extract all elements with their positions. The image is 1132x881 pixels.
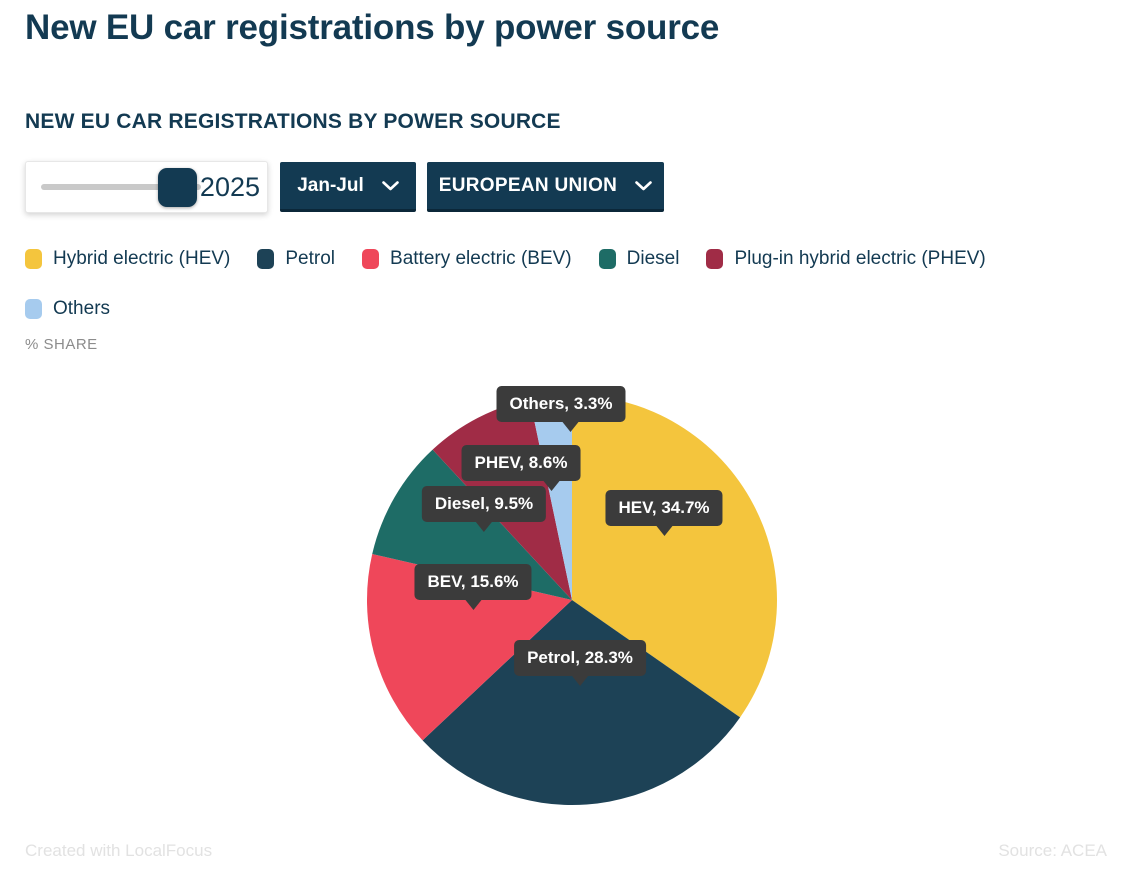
legend-swatch	[257, 249, 275, 269]
legend-swatch	[362, 249, 380, 269]
pie-label-bev: BEV, 15.6%	[414, 564, 532, 600]
legend-item-diesel: Diesel	[598, 248, 680, 270]
legend-item-petrol: Petrol	[257, 248, 335, 270]
legend-label: Others	[53, 298, 111, 319]
credit-text: Created with LocalFocus	[25, 841, 213, 860]
legend-item-phev: Plug-in hybrid electric (PHEV)	[706, 248, 986, 270]
year-slider[interactable]: 2025	[25, 161, 268, 213]
chevron-down-icon	[635, 180, 652, 190]
region-dropdown-label: EUROPEAN UNION	[438, 174, 618, 196]
year-slider-value: 2025	[199, 172, 260, 202]
legend-swatch	[25, 249, 42, 269]
pie-slice-petrol[interactable]	[422, 600, 741, 806]
period-dropdown[interactable]: Jan-Jul	[280, 162, 416, 212]
year-slider-track[interactable]	[41, 184, 201, 190]
period-dropdown-label: Jan-Jul	[297, 174, 364, 196]
legend-label: Plug-in hybrid electric (PHEV)	[734, 248, 986, 269]
unit-label: % SHARE	[25, 336, 98, 353]
pie-label-hev: HEV, 34.7%	[605, 490, 723, 526]
chevron-down-icon	[381, 180, 399, 190]
legend-label: Diesel	[626, 248, 680, 269]
legend-swatch	[706, 249, 724, 269]
legend-item-bev: Battery electric (BEV)	[362, 248, 572, 270]
legend-label: Battery electric (BEV)	[390, 248, 572, 269]
chart-title: NEW EU CAR REGISTRATIONS BY POWER SOURCE	[25, 110, 561, 133]
pie-label-diesel: Diesel, 9.5%	[421, 486, 547, 522]
legend-swatch	[598, 249, 616, 269]
legend: Hybrid electric (HEV) Petrol Battery elect…	[25, 248, 1110, 320]
legend-item-others: Others	[25, 298, 110, 320]
region-dropdown[interactable]: EUROPEAN UNION	[427, 162, 664, 212]
pie-label-petrol: Petrol, 28.3%	[514, 640, 646, 676]
legend-item-hev: Hybrid electric (HEV)	[25, 248, 230, 270]
source-text: Source: ACEA	[998, 841, 1107, 860]
year-slider-thumb[interactable]	[158, 168, 197, 207]
pie-label-others: Others, 3.3%	[496, 386, 626, 422]
pie-slice-bev[interactable]	[366, 554, 572, 741]
legend-label: Petrol	[285, 248, 336, 269]
legend-swatch	[25, 299, 42, 319]
page-title: New EU car registrations by power source	[25, 8, 720, 47]
pie-label-phev: PHEV, 8.6%	[461, 445, 581, 481]
pie-slice-hev[interactable]	[572, 395, 778, 718]
legend-label: Hybrid electric (HEV)	[53, 248, 231, 269]
